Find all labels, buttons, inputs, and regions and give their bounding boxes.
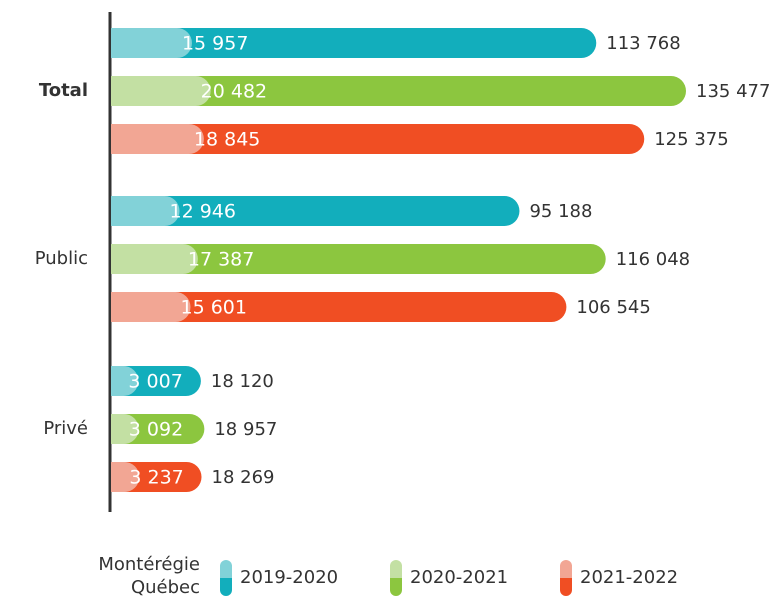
regional-value-label: 17 387 — [188, 249, 254, 271]
value-label: 18 269 — [212, 467, 275, 488]
value-label: 116 048 — [616, 249, 690, 270]
regional-value-label: 3 092 — [129, 419, 183, 441]
value-label: 125 375 — [654, 129, 728, 150]
value-label: 18 957 — [214, 419, 277, 440]
legend-label: 2019-2020 — [240, 567, 338, 588]
value-label: 95 188 — [529, 201, 592, 222]
regional-bar — [111, 366, 139, 396]
regional-value-label: 15 957 — [182, 33, 248, 55]
legend-swatch-light — [220, 560, 232, 578]
regional-value-label: 20 482 — [201, 81, 267, 103]
legend-swatch-dark — [220, 578, 232, 596]
legend-swatch-dark — [390, 578, 402, 596]
regional-value-label: 18 845 — [194, 129, 260, 151]
bar — [111, 124, 645, 154]
value-label: 18 120 — [211, 371, 274, 392]
category-label: Public — [35, 248, 88, 269]
bar — [111, 196, 520, 226]
value-label: 106 545 — [576, 297, 650, 318]
legend-swatch-light — [390, 560, 402, 578]
regional-bar — [111, 76, 211, 106]
bar — [111, 292, 567, 322]
regional-bar — [111, 462, 140, 492]
bar — [111, 244, 606, 274]
regional-bar — [111, 244, 198, 274]
regional-bar — [111, 196, 180, 226]
legend-swatch-light — [560, 560, 572, 578]
regional-value-label: 3 007 — [128, 371, 182, 393]
legend-swatch-dark — [560, 578, 572, 596]
regional-value-label: 3 237 — [129, 467, 183, 489]
value-label: 113 768 — [606, 33, 680, 54]
regional-bar — [111, 124, 204, 154]
regional-value-label: 15 601 — [180, 297, 246, 319]
category-label: Total — [39, 80, 88, 101]
regional-bar — [111, 292, 191, 322]
bar — [111, 76, 686, 106]
regional-value-label: 12 946 — [170, 201, 236, 223]
regional-bar — [111, 414, 139, 444]
legend-part-label: Montérégie — [98, 554, 200, 575]
legend-part-label: Québec — [131, 577, 200, 598]
legend-label: 2021-2022 — [580, 567, 678, 588]
bar — [111, 28, 597, 58]
category-label: Privé — [43, 418, 88, 439]
value-label: 135 477 — [696, 81, 770, 102]
regional-bar — [111, 28, 192, 58]
legend-label: 2020-2021 — [410, 567, 508, 588]
